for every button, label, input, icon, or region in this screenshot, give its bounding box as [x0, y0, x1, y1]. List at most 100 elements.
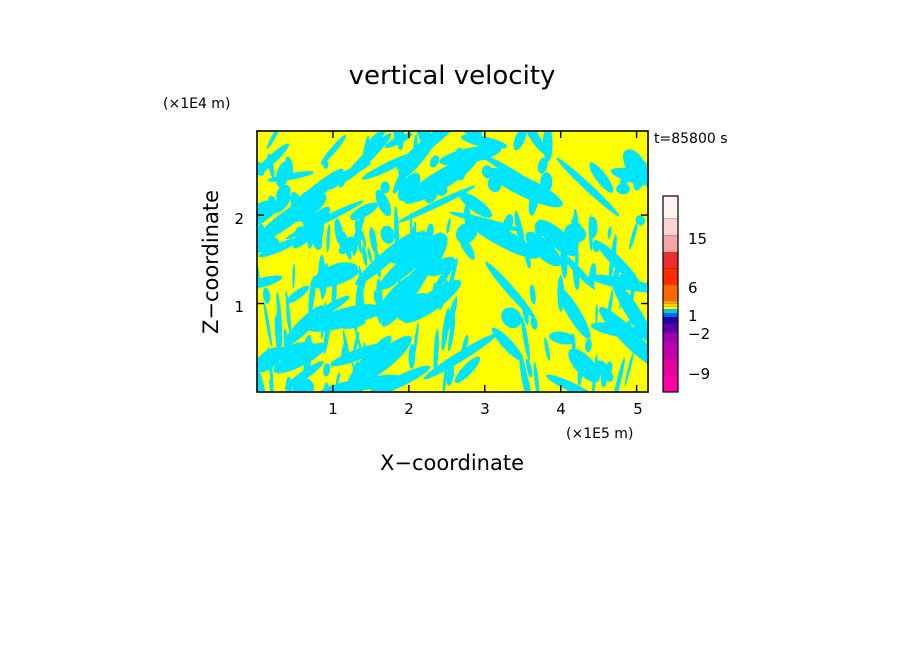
field-streak	[368, 364, 376, 392]
field-streak	[354, 221, 362, 255]
plot-frame	[256, 130, 649, 393]
y-tick-label-1: 1	[234, 298, 244, 316]
field-streak	[270, 225, 275, 240]
field-streak	[373, 290, 378, 304]
field-streak	[355, 275, 365, 309]
field-streak	[413, 322, 419, 358]
colorbar-segment	[663, 358, 678, 376]
colorbar-segment	[663, 341, 678, 359]
field-streak	[441, 307, 450, 351]
field-streak	[624, 351, 634, 387]
x-scale-label: (×1E5 m)	[566, 426, 633, 442]
field-blob	[458, 233, 475, 260]
field-band	[273, 342, 327, 374]
field-blob	[478, 144, 491, 161]
field-streak	[320, 301, 327, 340]
field-streak	[577, 355, 583, 386]
colorbar-segment	[663, 323, 678, 333]
field-blob	[311, 230, 323, 250]
field-streak	[623, 320, 632, 337]
field-blob	[464, 204, 471, 228]
field-streak	[410, 211, 413, 252]
field-band	[415, 234, 448, 280]
field-streak	[446, 296, 458, 332]
field-streak	[612, 258, 621, 290]
field-streak	[274, 315, 281, 351]
field-blob	[257, 162, 265, 176]
time-label: t=85800 s	[654, 131, 728, 147]
field-band	[521, 131, 546, 154]
field-streak	[308, 276, 316, 315]
field-streak	[362, 245, 368, 266]
field-streak	[320, 263, 329, 300]
field-streak	[257, 241, 261, 287]
field-band	[397, 292, 430, 322]
field-streak	[533, 361, 540, 392]
field-blob	[424, 182, 439, 204]
field-blob	[334, 218, 343, 246]
field-streak	[446, 364, 455, 386]
field-band	[465, 216, 540, 259]
y-tick-label-2: 2	[234, 210, 244, 228]
colorbar-segment	[663, 313, 678, 318]
field-blob	[616, 183, 630, 195]
x-tick-label-4: 4	[556, 400, 566, 418]
field-blob	[551, 232, 565, 250]
field-streak	[629, 222, 638, 250]
colorbar-segment	[663, 332, 678, 342]
field-band	[479, 153, 538, 188]
x-tick-label-2: 2	[404, 400, 414, 418]
x-axis-label: X−coordinate	[380, 451, 524, 475]
colorbar-segment	[663, 303, 678, 307]
field-streak	[557, 275, 565, 312]
field-blob	[393, 162, 411, 194]
field-streak	[560, 238, 568, 279]
colorbar-segment	[663, 196, 678, 219]
field-streak	[585, 339, 592, 353]
field-streak	[341, 341, 348, 360]
field-streak	[394, 206, 399, 254]
colorbar-segment	[663, 300, 678, 304]
field-band	[365, 131, 385, 150]
field-streak	[352, 236, 359, 256]
chart-title: vertical velocity	[349, 61, 556, 91]
colorbar-segment	[663, 218, 678, 236]
field-blob	[267, 153, 275, 179]
field-blob	[453, 147, 467, 181]
field-streak	[269, 379, 274, 392]
field-streak	[608, 233, 617, 280]
field-blob	[542, 131, 553, 162]
field-blob	[380, 181, 390, 194]
field-streak	[595, 303, 598, 324]
field-streak	[600, 368, 608, 388]
field-streak	[361, 230, 367, 248]
field-band	[368, 365, 431, 392]
field-band	[568, 348, 601, 383]
field-blob	[435, 185, 448, 196]
field-blob	[258, 223, 268, 252]
field-streak	[522, 299, 529, 325]
colorbar-label-6: 6	[688, 279, 698, 297]
field-band	[619, 274, 641, 286]
field-band	[454, 356, 481, 384]
field-streak	[286, 306, 292, 333]
field-blob	[513, 131, 527, 151]
field-streak	[589, 263, 597, 287]
field-band	[257, 275, 283, 290]
field-band	[545, 374, 595, 392]
field-blob	[429, 155, 440, 168]
x-ticks	[332, 131, 638, 392]
field-blob	[537, 157, 548, 174]
field-streak	[521, 316, 530, 361]
field-band	[397, 185, 476, 223]
field-streak	[374, 248, 381, 278]
colorbar-segment	[663, 284, 678, 301]
field-band	[377, 232, 444, 291]
field-blob	[290, 191, 305, 222]
field-streak	[363, 342, 367, 357]
field-blob	[322, 159, 329, 169]
field-band	[397, 172, 421, 202]
field-band	[459, 192, 493, 218]
colorbar-segment	[663, 268, 678, 285]
field-band	[390, 231, 428, 264]
